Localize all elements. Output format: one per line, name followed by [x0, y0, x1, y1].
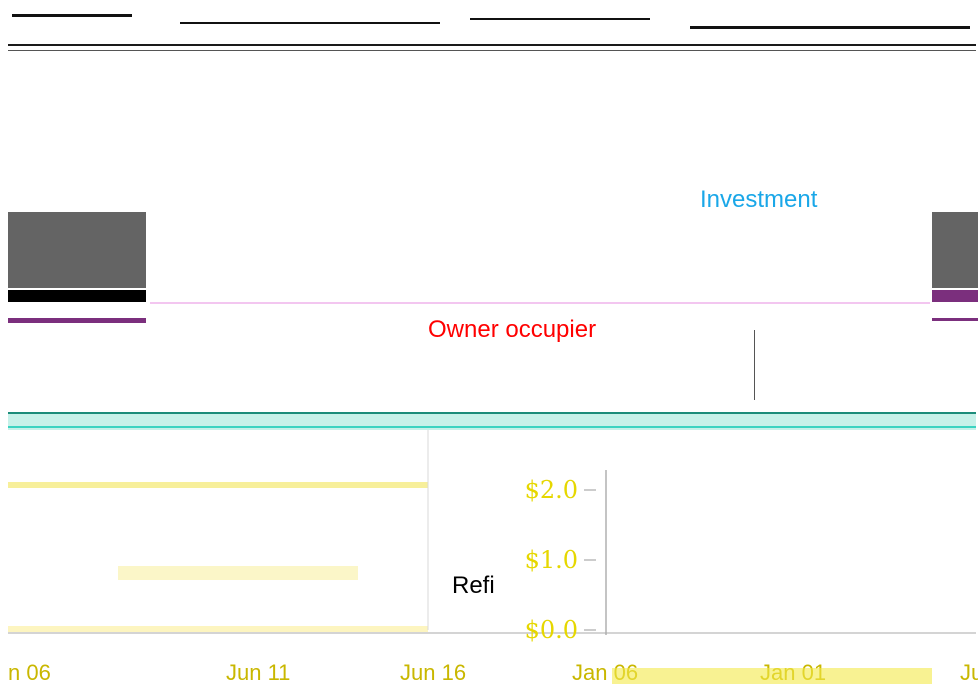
y-tick-label: $0.0 [525, 616, 578, 644]
teal-line-top [8, 412, 976, 414]
left-black-strip [8, 290, 146, 302]
title-band [0, 0, 978, 62]
x-tick-label: Ju [960, 660, 978, 685]
x-tick-label: n 06 [8, 660, 51, 685]
yellow-band-low [8, 626, 428, 632]
teal-line-bottom [8, 426, 976, 428]
y-tick-label: $1.0 [525, 546, 578, 574]
yellow-band-soft [118, 566, 358, 580]
header-scratch [470, 18, 650, 20]
y-tick-label: $2.0 [525, 476, 578, 504]
header-scratch [690, 26, 970, 29]
yellow-band [8, 482, 428, 488]
header-rule-thin [8, 50, 976, 51]
left-purple-strip [8, 318, 146, 323]
header-scratch [180, 22, 440, 24]
legend-owner-occupier: Owner occupier [428, 316, 596, 344]
header-rule [8, 44, 976, 46]
magenta-rule [150, 302, 930, 304]
right-purple-thin [932, 318, 978, 321]
right-panel-block [932, 212, 978, 288]
right-purple-strip [932, 290, 978, 302]
x-tick-label: Jun 16 [400, 660, 466, 685]
legend-investment: Investment [700, 186, 817, 214]
teal-band [8, 412, 976, 430]
header-scratch [12, 14, 132, 17]
divider-line [754, 330, 755, 400]
x-tick-label: Jun 11 [226, 660, 290, 685]
left-panel-block [8, 212, 146, 288]
x-axis-highlight [612, 668, 932, 684]
